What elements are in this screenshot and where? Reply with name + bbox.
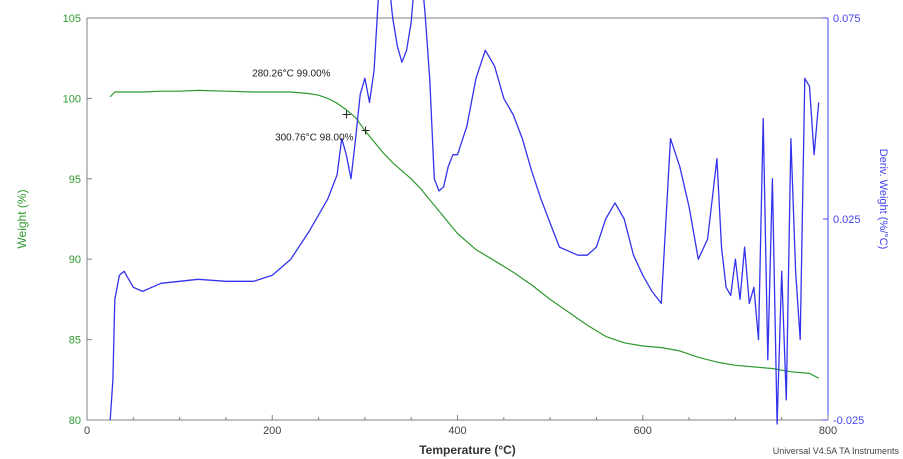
software-footer: Universal V4.5A TA Instruments — [772, 446, 899, 456]
y-tick-label: 85 — [69, 335, 81, 347]
y-tick-label: 90 — [69, 254, 81, 266]
annotation-label: 300.76°C 98.00% — [275, 133, 354, 144]
y2-tick-label: -0.025 — [833, 415, 864, 427]
y-tick-label: 105 — [63, 13, 81, 25]
x-tick-label: 0 — [84, 425, 90, 437]
x-tick-label: 200 — [263, 425, 281, 437]
annotation-label: 280.26°C 99.00% — [252, 68, 331, 79]
plot-area — [109, 0, 820, 425]
y2-tick-label: 0.075 — [833, 13, 861, 25]
deriv-weight-line — [109, 0, 820, 425]
y-axis-title: Weight (%) — [15, 189, 29, 248]
labels-group: Temperature (°C) Weight (%) Deriv. Weight … — [15, 68, 889, 457]
weight-line — [109, 89, 819, 379]
x-axis-title: Temperature (°C) — [419, 443, 516, 457]
y-tick-label: 100 — [63, 93, 81, 105]
x-tick-label: 400 — [448, 425, 466, 437]
x-tick-label: 600 — [634, 425, 652, 437]
y2-axis-title: Deriv. Weight (%/°C) — [877, 149, 889, 250]
axes-group: 0 200 400 600 800 80 85 90 95 100 105 -0.025 0.025 0.… — [63, 13, 865, 437]
x-tick-label: 800 — [819, 425, 837, 437]
y2-tick-label: 0.025 — [833, 214, 861, 226]
y-tick-label: 95 — [69, 174, 81, 186]
y-tick-label: 80 — [69, 415, 81, 427]
